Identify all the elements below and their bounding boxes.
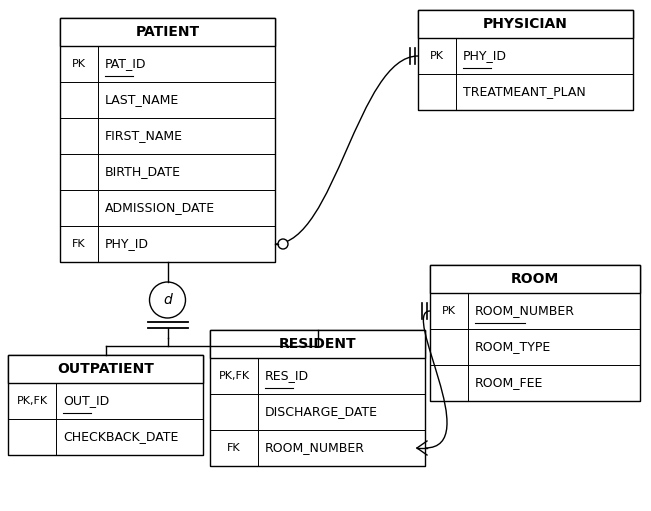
Text: FK: FK <box>72 239 86 249</box>
Text: ROOM_FEE: ROOM_FEE <box>475 377 544 389</box>
Text: BIRTH_DATE: BIRTH_DATE <box>105 166 181 178</box>
Text: OUT_ID: OUT_ID <box>63 394 109 407</box>
Text: DISCHARGE_DATE: DISCHARGE_DATE <box>265 406 378 419</box>
Text: OUTPATIENT: OUTPATIENT <box>57 362 154 376</box>
Text: PK: PK <box>72 59 86 69</box>
Text: d: d <box>163 293 172 307</box>
Circle shape <box>278 239 288 249</box>
Text: PK,FK: PK,FK <box>16 396 48 406</box>
Text: PK: PK <box>442 306 456 316</box>
Bar <box>210 330 425 466</box>
Text: PHYSICIAN: PHYSICIAN <box>483 17 568 31</box>
Text: LAST_NAME: LAST_NAME <box>105 94 179 106</box>
Text: ROOM_NUMBER: ROOM_NUMBER <box>265 442 365 454</box>
Text: ROOM_NUMBER: ROOM_NUMBER <box>475 305 575 317</box>
Bar <box>418 10 633 38</box>
Text: RES_ID: RES_ID <box>265 369 309 383</box>
Text: PHY_ID: PHY_ID <box>463 50 507 62</box>
Text: ROOM: ROOM <box>511 272 559 286</box>
Text: PK,FK: PK,FK <box>219 371 249 381</box>
Bar <box>8 355 203 455</box>
Bar <box>60 18 275 46</box>
Text: PATIENT: PATIENT <box>135 25 200 39</box>
Bar <box>418 10 633 110</box>
Bar <box>8 355 203 383</box>
Text: PHY_ID: PHY_ID <box>105 238 149 250</box>
Text: CHECKBACK_DATE: CHECKBACK_DATE <box>63 430 178 444</box>
Text: FIRST_NAME: FIRST_NAME <box>105 129 183 143</box>
Circle shape <box>150 282 186 318</box>
Text: PAT_ID: PAT_ID <box>105 58 146 71</box>
Bar <box>430 265 640 401</box>
Text: TREATMEANT_PLAN: TREATMEANT_PLAN <box>463 85 586 99</box>
Bar <box>430 265 640 293</box>
Text: FK: FK <box>227 443 241 453</box>
Bar <box>60 18 275 262</box>
Bar <box>210 330 425 358</box>
Text: ROOM_TYPE: ROOM_TYPE <box>475 340 551 354</box>
Text: ADMISSION_DATE: ADMISSION_DATE <box>105 201 215 215</box>
Text: PK: PK <box>430 51 444 61</box>
Text: RESIDENT: RESIDENT <box>279 337 356 351</box>
